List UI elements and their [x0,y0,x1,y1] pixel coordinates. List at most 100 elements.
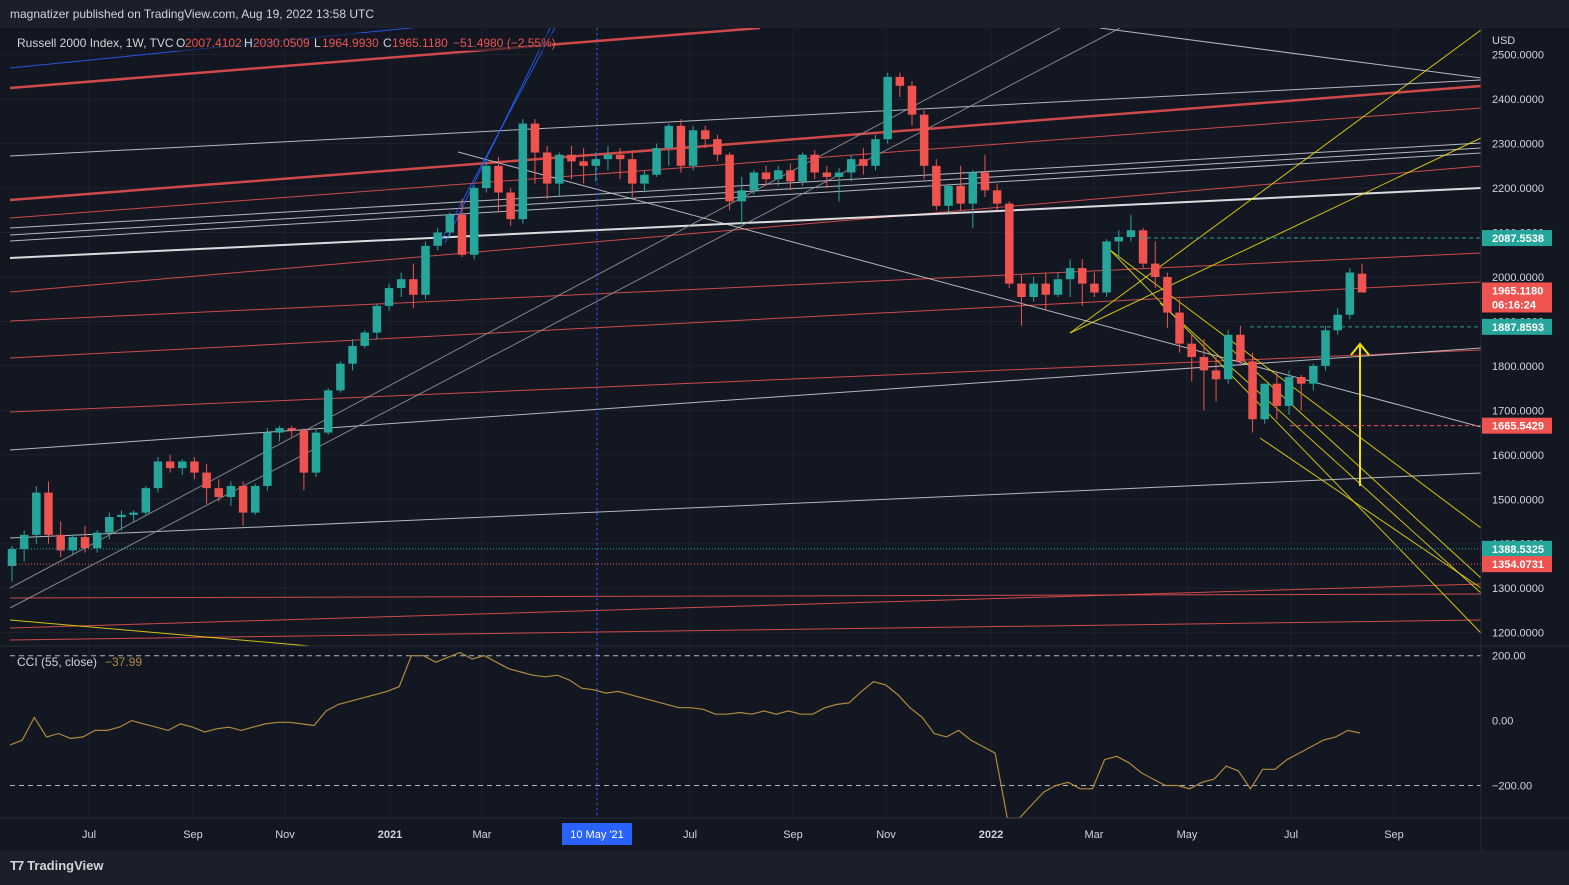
candle-body-20 [250,485,260,513]
time-tick-5: 10 May '21 [570,829,623,841]
candle-body-106 [1296,377,1306,384]
price-tick-2: 2300.0000 [1492,139,1544,151]
candle-body-80 [980,172,990,191]
crosshair-time-badge [562,823,632,845]
cci-legend-name[interactable]: CCI (55, close) [17,655,97,669]
trend-line-4 [9,252,1482,322]
candle-body-59 [725,154,734,202]
candle-body-92 [1126,230,1136,237]
price-tick-7: 1800.0000 [1492,361,1544,373]
candle-body-40 [494,165,503,193]
candle-body-87 [1065,268,1075,280]
candle-body-5 [68,537,78,551]
candlestick-series[interactable] [7,72,1367,582]
candle-body-55 [676,125,686,166]
candle-body-72 [883,76,892,140]
candle-body-8 [105,517,114,533]
time-tick-9: 2022 [979,829,1003,841]
trend-line-28 [1159,302,1482,594]
candle-body-10 [129,512,138,515]
trend-line-20 [1099,28,1482,79]
trend-line-30 [1259,437,1482,589]
candle-body-24 [299,430,309,473]
candle-body-31 [384,288,394,306]
price-badge-label-2: 06:16:24 [1492,299,1537,311]
candle-body-50 [615,154,625,160]
cci-pane[interactable]: 200.00 0.00 −200.00 [9,651,1532,819]
candle-body-29 [360,332,369,346]
candle-body-60 [737,190,746,202]
time-tick-6: Jul [683,829,697,841]
trend-line-6 [9,349,1482,413]
candle-body-22 [275,428,284,433]
candle-body-109 [1333,314,1342,331]
candle-body-32 [396,279,406,289]
price-badge-label-0: 2087.5538 [1492,233,1544,245]
candle-body-88 [1078,268,1087,284]
price-tick-9: 1600.0000 [1492,450,1544,462]
trend-lines [9,28,1482,818]
ohlc-open: 2007.4102 [185,36,242,50]
price-badge-label-4: 1665.5429 [1492,421,1544,433]
candle-body-12 [153,461,163,489]
candle-body-83 [1017,283,1026,297]
candle-body-74 [907,85,917,115]
candle-body-39 [482,165,491,189]
candle-body-15 [190,461,199,473]
candle-body-23 [287,428,296,431]
price-badge-5: 1388.5325 [1482,540,1552,557]
price-badge-label-6: 1354.0731 [1492,559,1544,571]
candle-body-91 [1114,236,1124,242]
publisher-bar: magnatizer published on TradingView.com,… [0,0,1569,28]
trend-line-7 [9,583,1482,629]
candle-body-2 [32,492,41,535]
trend-line-11 [9,142,1482,229]
candle-body-25 [311,432,321,473]
legend-bg [12,33,552,51]
horizontal-levels [10,237,1481,565]
candle-body-51 [628,159,637,184]
candle-body-65 [798,154,807,182]
candle-body-52 [640,174,649,184]
footer-bar [0,850,1569,885]
candle-body-38 [469,188,479,255]
trend-line-26 [1109,249,1482,529]
trend-line-10 [9,79,1482,157]
candle-body-1 [19,534,29,550]
candle-body-82 [1005,203,1014,284]
candle-body-44 [542,152,552,184]
tradingview-brand: TradingView [27,858,104,873]
price-chart[interactable]: 200.00 0.00 −200.00 USD 2500.0000 2400.0000 2… [0,28,1569,878]
time-tick-3: 2021 [378,829,402,841]
candle-body-57 [700,130,710,140]
candle-body-63 [773,170,783,180]
candle-body-81 [992,190,1002,204]
candle-body-61 [749,172,759,191]
candle-body-21 [263,432,272,486]
candle-body-37 [457,214,467,255]
price-badge-bg-0 [1482,230,1552,247]
candle-body-93 [1138,230,1148,264]
price-badge-bg-4 [1482,417,1552,434]
time-tick-10: Mar [1085,829,1104,841]
trend-line-0 [9,28,761,90]
symbol-title[interactable]: Russell 2000 Index, 1W, TVC [17,36,174,50]
candle-body-62 [761,172,771,180]
price-badge-bg-5 [1482,540,1552,557]
candle-body-33 [409,279,418,295]
tradingview-logo[interactable]: T7 TradingView [10,858,104,873]
time-tick-13: Sep [1384,829,1404,841]
grid-lines [0,28,1481,818]
candle-body-56 [688,130,698,166]
candle-body-36 [445,214,455,233]
price-badge-1: 1965.1180 [1482,282,1552,299]
candle-body-79 [968,172,978,204]
candle-body-4 [56,534,65,551]
candle-body-97 [1187,343,1196,358]
price-badge-0: 2087.5538 [1482,230,1552,247]
trend-line-16 [9,472,1482,539]
ohlc-high-label: H [244,36,253,50]
candle-body-77 [944,185,953,206]
candle-body-54 [664,125,674,149]
candle-body-103 [1260,383,1269,420]
